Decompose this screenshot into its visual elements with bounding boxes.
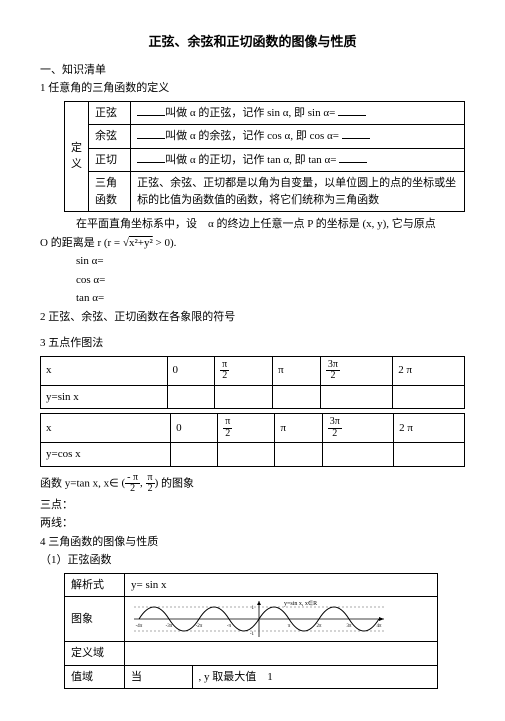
graph-xtick: 2π — [316, 624, 322, 629]
def-row-body: 正弦、余弦、正切都是以角为自变量，以单位圆上的点的坐标或坐标的比值为函数值的函数… — [131, 172, 465, 212]
prop-value-1: 当 — [125, 665, 193, 689]
def-row-head: 三角函数 — [89, 172, 131, 212]
table-cell: 3π2 — [320, 356, 392, 385]
tan-graph-line: 函数 y=tan x, x∈ (- π2, π2) 的图象 — [40, 473, 465, 495]
prop-value-2: , y 取最大值 1 — [192, 665, 437, 689]
graph-label: y=sin x, x∈R — [284, 600, 317, 607]
prop-value: y= sin x — [125, 573, 438, 597]
table-cell: y=sin x — [41, 385, 168, 409]
table-cell — [215, 385, 273, 409]
fraction: 3π2 — [326, 360, 340, 382]
graph-xtick: -π — [227, 624, 232, 629]
section-heading: 一、知识清单 — [40, 62, 465, 79]
table-cell: x — [41, 356, 168, 385]
tan-prefix: 函数 y=tan x, x∈ — [40, 477, 119, 489]
prop-graph-cell: y=sin x, x∈R 1 -1 -4π-3π-2π-ππ2π3π4π — [125, 597, 438, 642]
prop-label: 解析式 — [65, 573, 125, 597]
fraction: 3π2 — [328, 417, 342, 439]
def-row-body: 叫做 α 的正切，记作 tan α, 即 tan α= — [131, 148, 465, 172]
table-cell — [273, 385, 321, 409]
table-cell: π2 — [218, 414, 275, 443]
frac-den: 2 — [146, 484, 155, 495]
def-row-head: 正切 — [89, 148, 131, 172]
table-cell — [167, 385, 215, 409]
paren-close: ) — [155, 477, 159, 489]
def-text: 叫做 α 的正切，记作 tan α, 即 tan α= — [165, 154, 336, 166]
table-cell — [320, 385, 392, 409]
distance-suffix: > 0). — [153, 237, 177, 249]
tan-suffix: 的图象 — [161, 477, 194, 489]
graph-ylabel-bottom: -1 — [250, 632, 255, 637]
item-4: 4 三角函数的图像与性质 — [40, 534, 465, 551]
table-cell — [218, 443, 275, 467]
table-cell — [393, 385, 465, 409]
five-point-table-cos: x0π2 π 3π2 2 π y=cos x — [40, 413, 465, 467]
def-text: 叫做 α 的正弦，记作 sin α, 即 sin α= — [165, 107, 335, 119]
blank — [137, 128, 165, 139]
prop-label: 图象 — [65, 597, 125, 642]
interval-sep: , — [140, 477, 143, 489]
five-point-table-sin: x0π2 π 3π2 2 π y=sin x — [40, 356, 465, 410]
graph-xtick: π — [288, 624, 291, 629]
item-1: 1 任意角的三角函数的定义 — [40, 80, 465, 97]
graph-xtick: -4π — [136, 624, 143, 629]
table-cell: y=cos x — [41, 443, 171, 467]
blank — [339, 152, 367, 163]
sin-line: sin α= — [40, 253, 465, 270]
blank — [338, 105, 366, 116]
table-cell — [171, 443, 218, 467]
graph-xtick: 4π — [376, 624, 382, 629]
table-cell — [275, 443, 322, 467]
blank — [137, 152, 165, 163]
def-text: 叫做 α 的余弦，记作 cos α, 即 cos α= — [165, 130, 339, 142]
sine-graph: y=sin x, x∈R 1 -1 -4π-3π-2π-ππ2π3π4π — [129, 599, 389, 639]
table-cell: 0 — [171, 414, 218, 443]
def-row-body: 叫做 α 的余弦，记作 cos α, 即 cos α= — [131, 125, 465, 149]
table-cell: π — [275, 414, 322, 443]
table-cell: 0 — [167, 356, 215, 385]
distance-prefix: O 的距离是 r (r = — [40, 237, 123, 249]
fraction: π2 — [146, 473, 155, 495]
root-expr: x²+y² — [129, 237, 153, 249]
prop-label: 定义域 — [65, 642, 125, 666]
fraction: π2 — [223, 417, 232, 439]
def-row-head: 余弦 — [89, 125, 131, 149]
prop-value — [125, 642, 438, 666]
frac-den: 2 — [128, 484, 137, 495]
table-cell: π — [273, 356, 321, 385]
tan-line: tan α= — [40, 290, 465, 307]
def-left-label: 定义 — [65, 101, 89, 212]
definition-table: 定义 正弦 叫做 α 的正弦，记作 sin α, 即 sin α= 余弦 叫做 … — [64, 101, 465, 213]
table-cell — [322, 443, 393, 467]
item-3: 3 五点作图法 — [40, 335, 465, 352]
prop-label: 值域 — [65, 665, 125, 689]
two-lines: 两线： — [40, 515, 465, 532]
table-cell — [394, 443, 465, 467]
distance-para: O 的距离是 r (r = √x²+y² > 0). — [40, 235, 465, 252]
def-row-head: 正弦 — [89, 101, 131, 125]
blank — [137, 105, 165, 116]
three-points: 三点： — [40, 497, 465, 514]
table-cell: 2 π — [393, 356, 465, 385]
tan-interval: (- π2, π2) — [121, 477, 161, 489]
item-4-sub: （1）正弦函数 — [40, 552, 465, 569]
plane-para: 在平面直角坐标系中，设 α 的终边上任意一点 P 的坐标是 (x, y), 它与… — [40, 216, 465, 233]
graph-xtick: 3π — [346, 624, 352, 629]
item-2: 2 正弦、余弦、正切函数在各象限的符号 — [40, 309, 465, 326]
cos-line: cos α= — [40, 272, 465, 289]
def-row-body: 叫做 α 的正弦，记作 sin α, 即 sin α= — [131, 101, 465, 125]
page-title: 正弦、余弦和正切函数的图像与性质 — [40, 32, 465, 52]
properties-table: 解析式 y= sin x 图象 y=sin x, x∈R 1 -1 -4π-3π… — [64, 573, 438, 690]
fraction: - π2 — [125, 473, 140, 495]
table-cell: π2 — [215, 356, 273, 385]
graph-xtick: -3π — [166, 624, 173, 629]
table-cell: 3π2 — [322, 414, 393, 443]
fraction: π2 — [220, 360, 229, 382]
table-cell: 2 π — [394, 414, 465, 443]
blank — [342, 128, 370, 139]
graph-xtick: -2π — [196, 624, 203, 629]
table-cell: x — [41, 414, 171, 443]
